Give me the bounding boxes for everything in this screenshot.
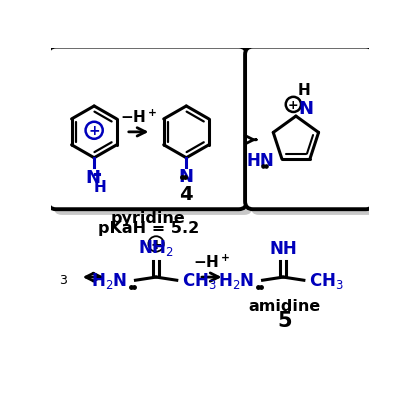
Text: NH: NH — [269, 239, 297, 257]
Text: H$_2$N: H$_2$N — [218, 271, 254, 290]
Text: H: H — [93, 180, 106, 195]
Text: 5: 5 — [277, 310, 291, 330]
Text: $_3$: $_3$ — [59, 268, 68, 286]
FancyBboxPatch shape — [48, 47, 246, 210]
Text: +: + — [288, 99, 298, 112]
Text: H: H — [297, 83, 310, 98]
Text: HN: HN — [246, 152, 273, 170]
Text: CH$_3$: CH$_3$ — [181, 271, 216, 290]
Text: NH$_2$: NH$_2$ — [138, 237, 173, 257]
Text: pyridine: pyridine — [110, 210, 185, 225]
Text: N: N — [85, 168, 100, 186]
Text: $\mathbf{-H^+}$: $\mathbf{-H^+}$ — [119, 108, 157, 126]
FancyBboxPatch shape — [245, 47, 373, 210]
Circle shape — [85, 122, 103, 139]
Text: N: N — [297, 99, 312, 117]
Text: +: + — [150, 237, 162, 251]
FancyBboxPatch shape — [250, 53, 379, 216]
Text: pKaH = 5.2: pKaH = 5.2 — [97, 221, 198, 236]
Text: 4: 4 — [179, 184, 193, 203]
Text: N: N — [178, 168, 193, 186]
Text: $\mathbf{-H^+}$: $\mathbf{-H^+}$ — [193, 253, 230, 270]
Circle shape — [285, 98, 300, 113]
FancyBboxPatch shape — [54, 53, 252, 216]
Text: +: + — [88, 124, 100, 138]
Text: CH$_3$: CH$_3$ — [308, 271, 343, 290]
Text: amidine: amidine — [248, 298, 320, 313]
Text: H$_2$N: H$_2$N — [91, 271, 127, 290]
